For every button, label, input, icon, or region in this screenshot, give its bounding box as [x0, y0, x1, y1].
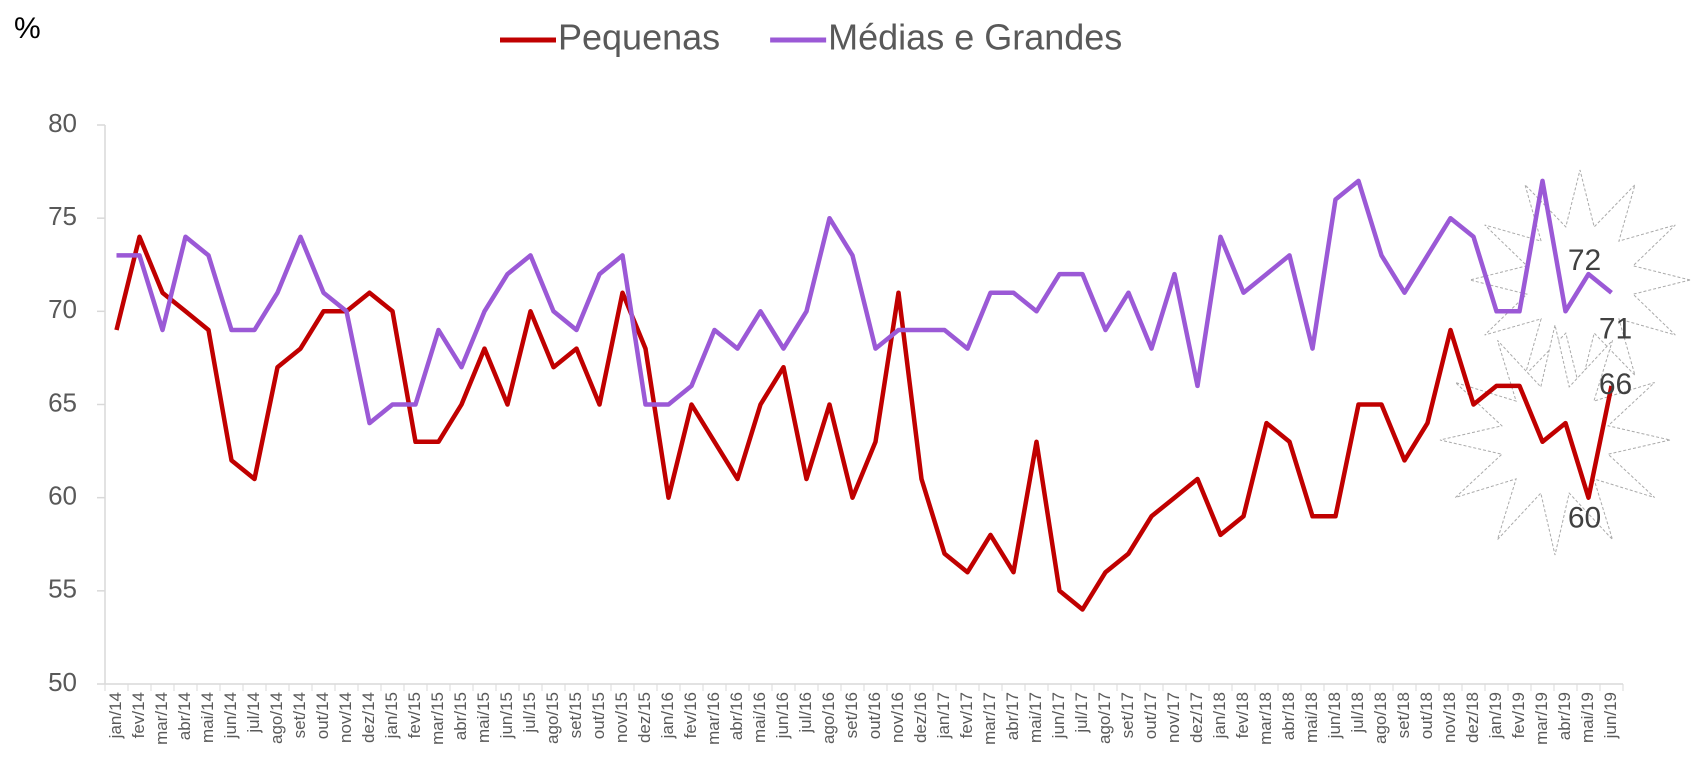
x-tick-label: jun/18: [1325, 692, 1344, 739]
x-tick-label: abr/18: [1279, 692, 1298, 740]
data-label: 72: [1568, 244, 1601, 277]
x-tick-label: abr/19: [1555, 692, 1574, 740]
x-tick-label: jul/14: [244, 692, 263, 734]
y-axis-label: %: [14, 12, 41, 45]
x-tick-label: fev/18: [1233, 692, 1252, 738]
x-tick-label: fev/19: [1509, 692, 1528, 738]
x-tick-label: jul/16: [796, 692, 815, 734]
x-tick-label: ago/16: [819, 692, 838, 744]
x-tick-label: fev/15: [405, 692, 424, 738]
x-tick-label: dez/16: [911, 692, 930, 743]
y-tick-label: 80: [48, 108, 77, 138]
data-label: 60: [1568, 502, 1601, 535]
x-tick-label: mar/16: [704, 692, 723, 745]
x-tick-label: ago/18: [1371, 692, 1390, 744]
x-tick-label: fev/14: [129, 692, 148, 738]
x-tick-label: abr/15: [451, 692, 470, 740]
data-label: 66: [1599, 368, 1632, 401]
x-tick-label: jan/15: [382, 692, 401, 739]
x-tick-label: out/15: [589, 692, 608, 739]
y-tick-label: 70: [48, 294, 77, 324]
y-tick-label: 60: [48, 481, 77, 511]
x-tick-label: mai/15: [474, 692, 493, 743]
x-tick-label: set/18: [1394, 692, 1413, 738]
data-label: 71: [1599, 313, 1632, 346]
y-tick-label: 65: [48, 387, 77, 417]
x-tick-label: dez/18: [1463, 692, 1482, 743]
x-tick-label: set/17: [1118, 692, 1137, 738]
x-tick-label: nov/14: [336, 692, 355, 743]
x-tick-label: mar/17: [980, 692, 999, 745]
x-tick-label: out/17: [1141, 692, 1160, 739]
x-tick-label: abr/16: [727, 692, 746, 740]
x-tick-label: mai/18: [1302, 692, 1321, 743]
x-tick-label: ago/14: [267, 692, 286, 744]
x-tick-label: jan/18: [1210, 692, 1229, 739]
x-tick-label: mai/19: [1578, 692, 1597, 743]
x-tick-label: nov/17: [1164, 692, 1183, 743]
x-tick-label: jan/17: [934, 692, 953, 739]
x-tick-label: set/15: [566, 692, 585, 738]
line-series: [114, 234, 1614, 612]
x-tick-label: jan/16: [658, 692, 677, 739]
x-tick-label: nov/15: [612, 692, 631, 743]
x-tick-label: jul/15: [520, 692, 539, 734]
x-tick-label: out/16: [865, 692, 884, 739]
x-tick-label: mar/18: [1256, 692, 1275, 745]
x-tick-label: mar/19: [1532, 692, 1551, 745]
x-tick-label: nov/16: [888, 692, 907, 743]
x-tick-label: jun/16: [773, 692, 792, 739]
x-tick-label: abr/17: [1003, 692, 1022, 740]
x-tick-label: mai/17: [1026, 692, 1045, 743]
x-tick-label: jun/17: [1049, 692, 1068, 739]
x-tick-label: jul/17: [1072, 692, 1091, 734]
x-tick-label: ago/15: [543, 692, 562, 744]
x-tick-label: jun/15: [497, 692, 516, 739]
x-tick-label: mai/16: [750, 692, 769, 743]
y-tick-label: 50: [48, 667, 77, 697]
x-tick-label: fev/16: [681, 692, 700, 738]
legend-label: Médias e Grandes: [828, 17, 1122, 58]
x-tick-label: jul/18: [1348, 692, 1367, 734]
x-tick-label: jun/19: [1601, 692, 1620, 739]
x-tick-label: jun/14: [221, 692, 240, 739]
x-tick-label: dez/14: [359, 692, 378, 743]
line-series: [116, 178, 1613, 426]
x-tick-label: dez/17: [1187, 692, 1206, 743]
x-tick-label: mai/14: [198, 692, 217, 743]
x-tick-label: out/18: [1417, 692, 1436, 739]
x-tick-label: nov/18: [1440, 692, 1459, 743]
x-tick-label: set/14: [290, 692, 309, 738]
x-tick-label: set/16: [842, 692, 861, 738]
x-tick-label: abr/14: [175, 692, 194, 740]
x-tick-label: ago/17: [1095, 692, 1114, 744]
x-tick-label: jan/14: [106, 692, 125, 739]
y-tick-label: 75: [48, 201, 77, 231]
starburst: [1469, 169, 1691, 391]
x-tick-label: mar/14: [152, 692, 171, 745]
x-tick-label: mar/15: [428, 692, 447, 745]
y-tick-label: 55: [48, 574, 77, 604]
x-tick-label: out/14: [313, 692, 332, 739]
x-tick-label: dez/15: [635, 692, 654, 743]
x-tick-label: fev/17: [957, 692, 976, 738]
starburst: [1439, 324, 1671, 556]
x-tick-label: jan/19: [1486, 692, 1505, 739]
legend-label: Pequenas: [558, 17, 720, 58]
